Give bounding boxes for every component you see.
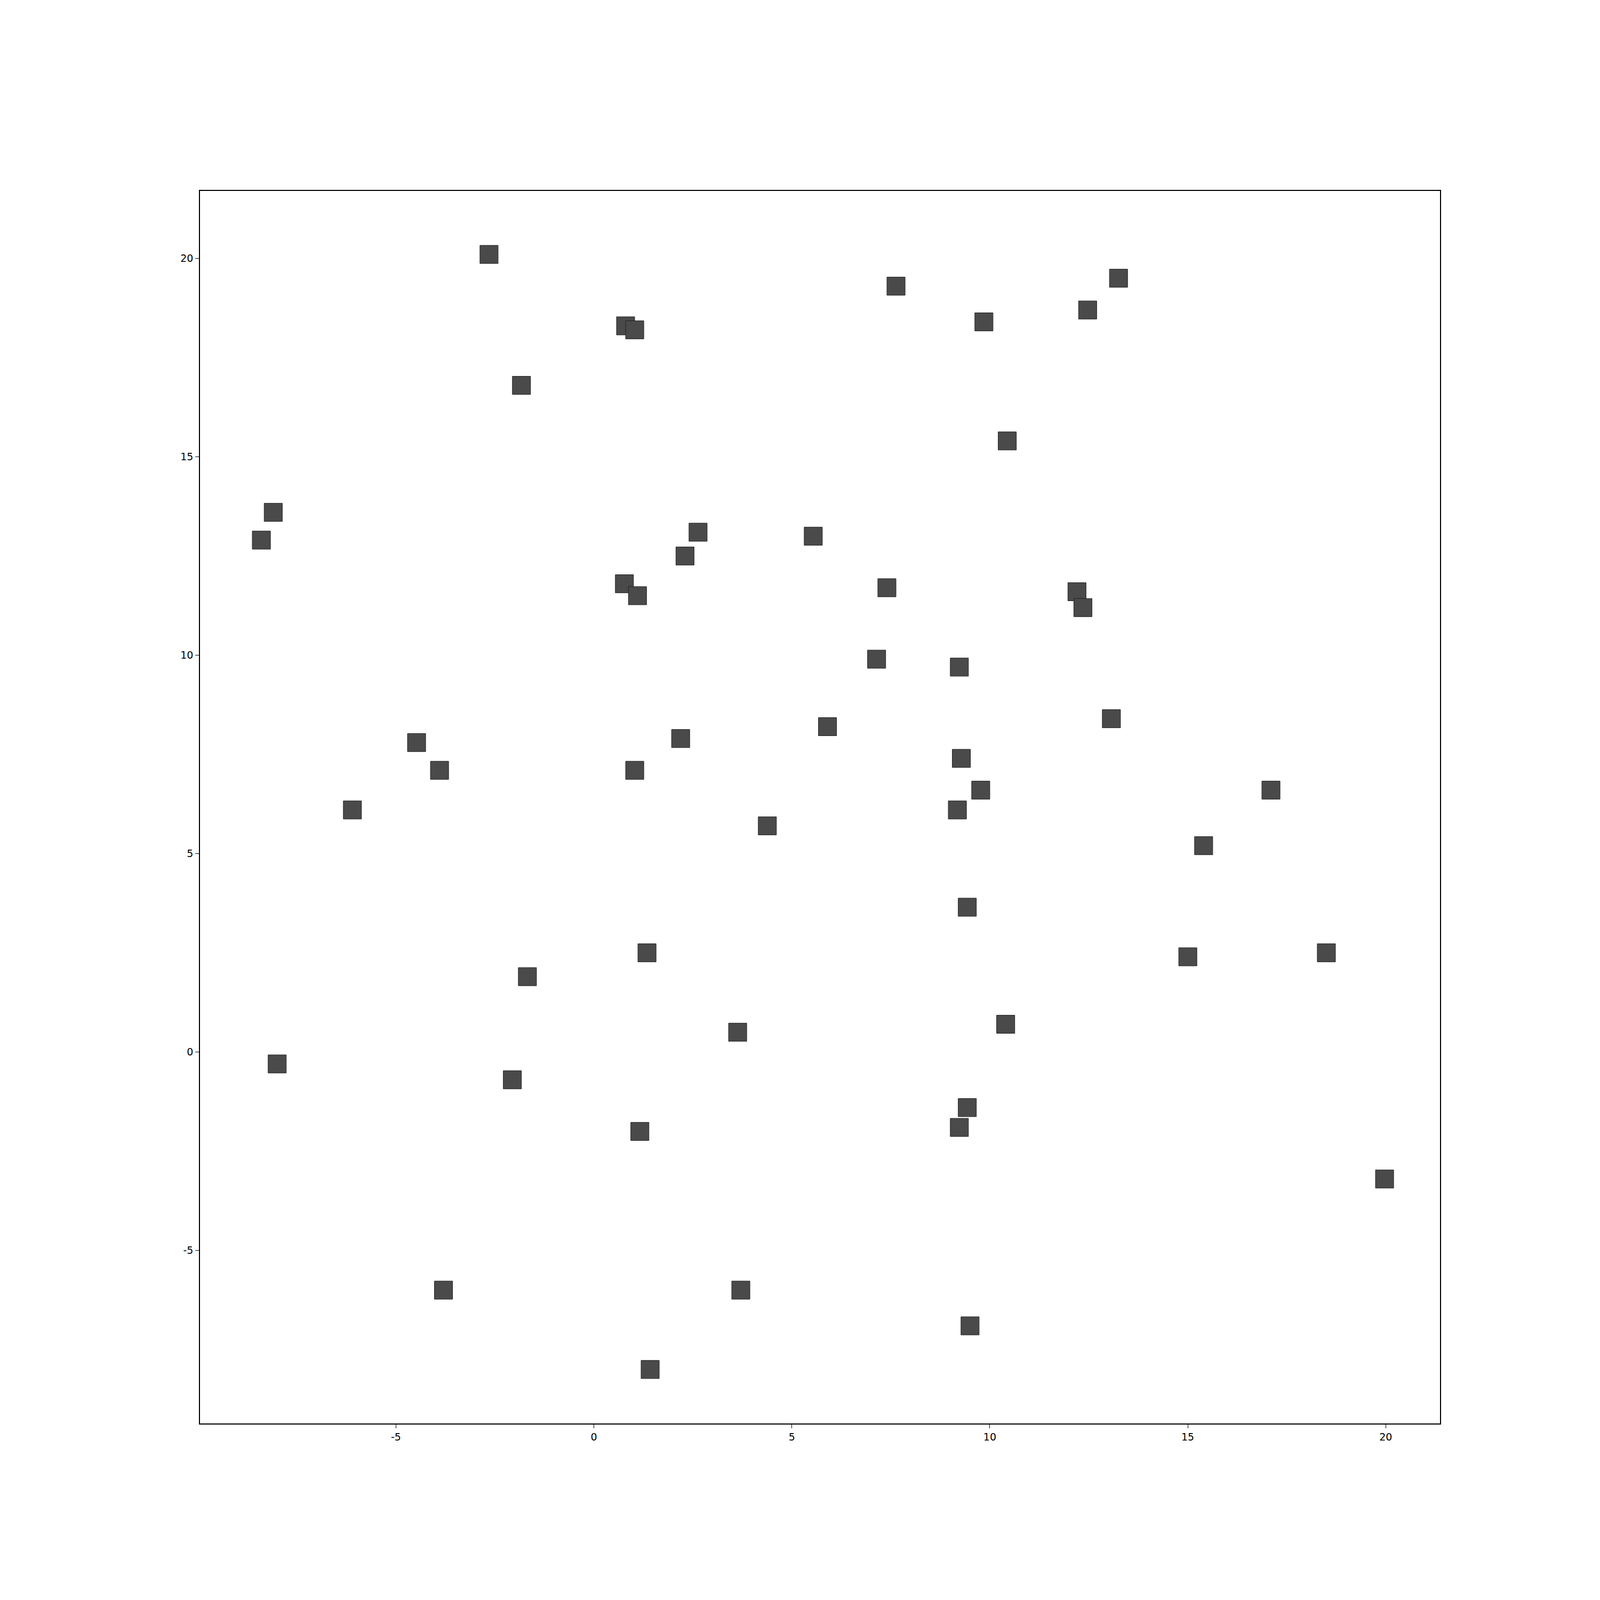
svg-text:20: 20 [1379,1430,1392,1443]
svg-text:0: 0 [186,1045,194,1058]
svg-text:20: 20 [180,252,194,264]
svg-text:10: 10 [180,649,194,661]
svg-text:-5: -5 [182,1244,194,1256]
svg-text:5: 5 [788,1430,796,1443]
svg-text:-5: -5 [390,1430,402,1443]
svg-text:15: 15 [1181,1430,1195,1443]
svg-text:10: 10 [983,1430,997,1443]
svg-text:5: 5 [186,847,194,860]
svg-text:15: 15 [180,450,194,463]
svg-text:0: 0 [590,1430,598,1443]
